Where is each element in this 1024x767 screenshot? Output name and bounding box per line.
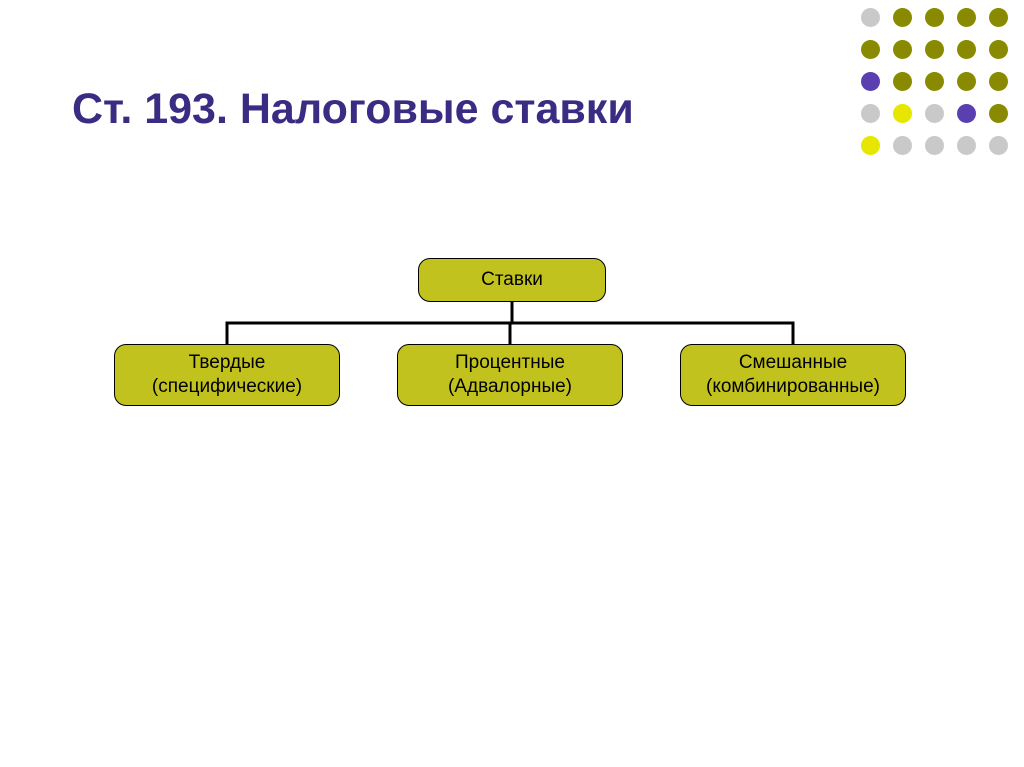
decor-dot [957,104,976,123]
node-root: Ставки [418,258,606,302]
decor-dot [989,40,1008,59]
decor-dot [861,40,880,59]
decor-dot [861,136,880,155]
decor-dot [861,72,880,91]
decor-dot [957,8,976,27]
decor-dot [989,72,1008,91]
decor-dot [925,136,944,155]
decor-dot [989,8,1008,27]
node-child-2: Смешанные (комбинированные) [680,344,906,406]
decor-dot [861,8,880,27]
decor-dot [925,8,944,27]
decor-dot [957,72,976,91]
decor-dot [893,8,912,27]
slide: Ст. 193. Налоговые ставки Ставки Твердые … [0,0,1024,767]
node-child-0: Твердые (специфические) [114,344,340,406]
decor-dot [989,136,1008,155]
node-child-1: Процентные (Адвалорные) [397,344,623,406]
decor-dot [925,104,944,123]
decor-dot [893,136,912,155]
decor-dot [957,40,976,59]
decor-dot [893,104,912,123]
slide-title: Ст. 193. Налоговые ставки [72,85,634,134]
decor-dot [925,40,944,59]
decor-dot [893,40,912,59]
decor-dot [861,104,880,123]
decor-dot [957,136,976,155]
decor-dot [893,72,912,91]
decor-dot [989,104,1008,123]
decor-dot [925,72,944,91]
